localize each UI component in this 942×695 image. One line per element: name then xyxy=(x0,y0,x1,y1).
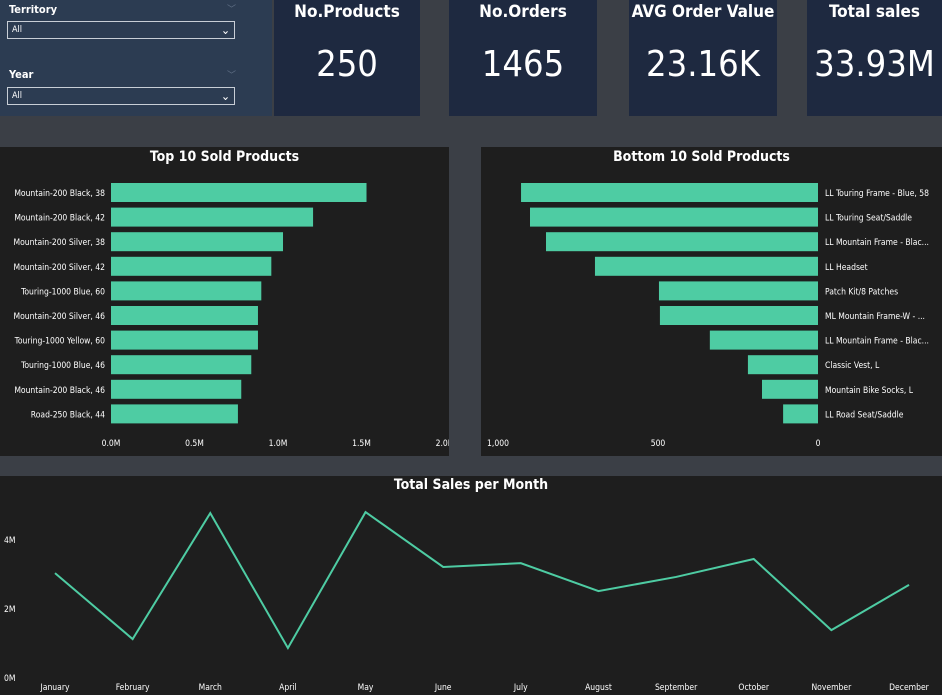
bar-label: Mountain-200 Silver, 46 xyxy=(14,312,106,322)
x-tick-label: May xyxy=(358,683,374,693)
x-tick-label: October xyxy=(738,683,769,693)
y-tick-label: 0M xyxy=(4,674,15,684)
kpi-card-products: No.Products 250 xyxy=(274,0,420,116)
x-tick-label: June xyxy=(434,683,452,693)
year-value: All xyxy=(12,91,23,101)
kpi-title: No.Orders xyxy=(479,2,567,22)
bar xyxy=(709,330,818,350)
bar-label: Mountain-200 Silver, 42 xyxy=(14,263,106,273)
x-tick-label: December xyxy=(889,683,930,693)
kpi-value: 33.93M xyxy=(814,44,935,85)
x-tick-label: 1,000 xyxy=(487,439,509,449)
kpi-card-orders: No.Orders 1465 xyxy=(449,0,597,116)
x-tick-label: February xyxy=(116,683,150,693)
bar xyxy=(747,355,818,375)
x-tick-label: April xyxy=(279,683,296,693)
chevron-down-icon: ⌄ xyxy=(220,23,230,37)
bar xyxy=(111,306,258,325)
bar xyxy=(111,379,242,399)
kpi-value: 1465 xyxy=(481,44,565,85)
bar xyxy=(530,207,818,227)
x-tick-label: 1.0M xyxy=(269,439,288,449)
bar xyxy=(111,232,284,252)
x-tick-label: 0 xyxy=(816,439,821,449)
kpi-card-avg-order: AVG Order Value 23.16K xyxy=(629,0,777,116)
y-tick-label: 2M xyxy=(4,605,15,615)
kpi-value: 23.16K xyxy=(646,44,760,85)
x-tick-label: August xyxy=(585,683,612,693)
territory-value: All xyxy=(12,25,23,35)
bar xyxy=(546,232,818,252)
sales-line xyxy=(54,510,910,651)
bar-label: Mountain Bike Socks, L xyxy=(825,386,914,396)
bar xyxy=(111,183,367,202)
x-tick-label: 0.5M xyxy=(185,439,204,449)
bar-label: LL Mountain Frame - Blac... xyxy=(825,238,929,248)
kpi-value: 250 xyxy=(316,44,378,85)
territory-label: Territory xyxy=(9,3,58,16)
bar-label: LL Headset xyxy=(825,263,868,273)
bar xyxy=(111,330,258,350)
bar-label: LL Mountain Frame - Blac... xyxy=(825,337,929,347)
bar-label: Mountain-200 Black, 38 xyxy=(14,189,105,199)
bar xyxy=(111,355,252,375)
chart-title: Total Sales per Month xyxy=(393,477,549,493)
top-products-chart: Top 10 Sold Products Mountain-200 Black,… xyxy=(0,147,449,456)
bar xyxy=(659,306,818,325)
bar-label: Classic Vest, L xyxy=(825,361,880,371)
x-tick-label: 0.0M xyxy=(102,439,121,449)
bar-label: ML Mountain Frame-W - ... xyxy=(825,312,925,322)
x-tick-label: March xyxy=(199,683,222,693)
x-tick-label: January xyxy=(40,683,70,693)
x-tick-label: September xyxy=(655,683,698,693)
bar-label: Mountain-200 Black, 42 xyxy=(14,214,105,224)
bar-label: Patch Kit/8 Patches xyxy=(825,287,898,297)
bar xyxy=(111,404,238,424)
chevron-down-icon[interactable]: ﹀ xyxy=(226,71,236,81)
bar xyxy=(658,281,818,301)
year-dropdown[interactable]: All ⌄ xyxy=(7,87,235,105)
bar-label: Road-250 Black, 44 xyxy=(31,410,105,420)
kpi-card-total-sales: Total sales 33.93M xyxy=(807,0,942,116)
bar xyxy=(111,281,262,301)
chevron-down-icon[interactable]: ﹀ xyxy=(226,5,236,15)
x-tick-label: July xyxy=(513,683,528,693)
bar-label: Mountain-200 Silver, 38 xyxy=(14,238,106,248)
bar xyxy=(762,379,818,399)
x-tick-label: 2.0M xyxy=(436,439,449,449)
year-label: Year xyxy=(9,68,34,81)
bar xyxy=(521,183,818,202)
bar-label: Touring-1000 Blue, 46 xyxy=(20,361,105,371)
y-tick-label: 4M xyxy=(4,536,15,546)
bar-label: Touring-1000 Blue, 60 xyxy=(20,287,105,297)
bar xyxy=(111,256,272,276)
kpi-title: No.Products xyxy=(294,2,400,22)
bar-label: Mountain-200 Black, 46 xyxy=(14,386,105,396)
bar-label: LL Touring Frame - Blue, 58 xyxy=(825,189,929,199)
chevron-down-icon: ⌄ xyxy=(220,89,230,103)
bar-label: Touring-1000 Yellow, 60 xyxy=(14,337,106,347)
bar xyxy=(594,256,818,276)
x-tick-label: November xyxy=(811,683,852,693)
x-tick-label: 500 xyxy=(651,439,666,449)
territory-dropdown[interactable]: All ⌄ xyxy=(7,21,235,39)
filter-panel: Territory ﹀ All ⌄ Year ﹀ All ⌄ xyxy=(0,0,272,116)
bar xyxy=(111,207,314,227)
bar-label: LL Road Seat/Saddle xyxy=(825,410,904,420)
sales-per-month-chart: Total Sales per Month January February Mar… xyxy=(0,476,942,695)
bar xyxy=(783,404,818,424)
bar-label: LL Touring Seat/Saddle xyxy=(825,214,912,224)
chart-title: Bottom 10 Sold Products xyxy=(613,149,790,165)
kpi-title: Total sales xyxy=(828,2,921,22)
chart-title: Top 10 Sold Products xyxy=(149,149,300,165)
x-tick-label: 1.5M xyxy=(352,439,371,449)
kpi-title: AVG Order Value xyxy=(631,2,775,22)
bottom-products-chart: Bottom 10 Sold Products LL Touring Frame… xyxy=(481,147,942,456)
